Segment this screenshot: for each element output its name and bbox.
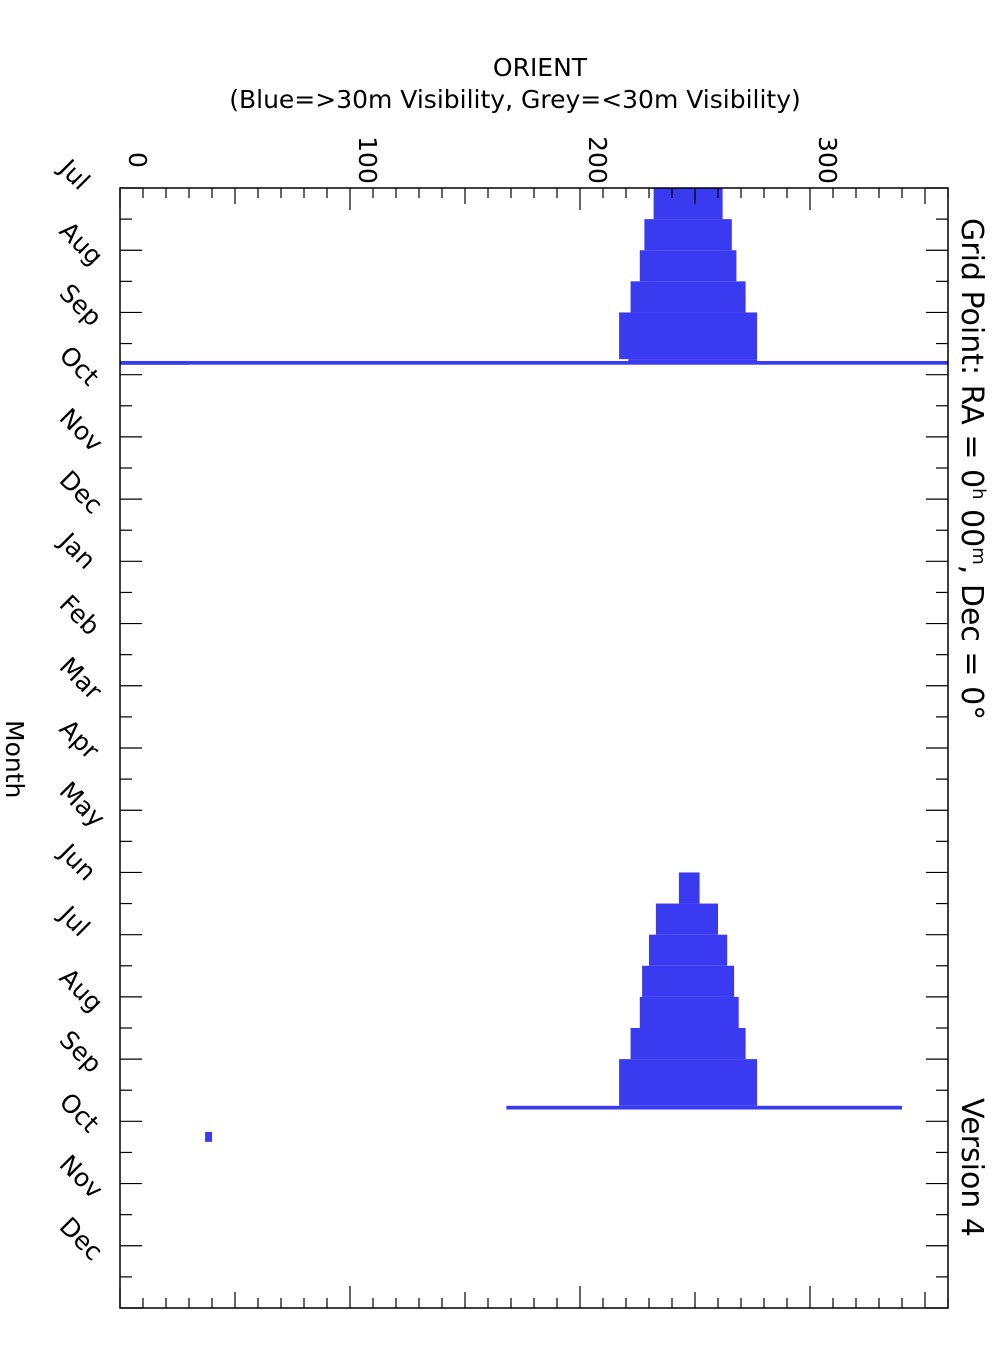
visibility-bar	[120, 360, 948, 365]
version-label: Version 4	[954, 1098, 989, 1237]
visibility-bar	[630, 281, 746, 313]
month-label: Jul	[52, 152, 95, 195]
plot-area	[120, 188, 948, 1142]
grid-point-mid: 00	[954, 500, 989, 548]
month-label: Apr	[54, 714, 106, 766]
visibility-bar	[678, 872, 700, 904]
visibility-bar	[639, 250, 737, 282]
chart-subtitle: (Blue=>30m Visibility, Grey=<30m Visibil…	[229, 85, 801, 114]
visibility-bar	[205, 1131, 212, 1142]
visibility-bar	[644, 219, 732, 251]
visibility-bar	[639, 996, 739, 1028]
visibility-bar	[619, 1059, 758, 1106]
grid-point-m: m	[968, 547, 989, 565]
grid-point-post: , Dec = 0°	[954, 565, 989, 720]
visibility-bar	[120, 360, 189, 365]
visibility-bar	[628, 359, 758, 363]
month-label: Aug	[54, 216, 109, 271]
month-label: Feb	[54, 589, 106, 641]
value-tick-label: 300	[813, 136, 842, 184]
month-label: Oct	[54, 1087, 105, 1138]
month-label: Jan	[52, 526, 101, 575]
time-axis-label: Month	[0, 720, 29, 798]
month-label: Dec	[54, 1212, 109, 1267]
value-tick-label: 100	[353, 136, 382, 184]
month-label: Sep	[54, 278, 108, 332]
visibility-bar	[506, 1105, 902, 1110]
visibility-bar	[655, 903, 718, 935]
month-label: Nov	[54, 403, 109, 458]
visibility-bar	[649, 934, 728, 966]
plot-border	[119, 187, 949, 1309]
plot-frame	[119, 187, 949, 1309]
chart-title: ORIENT	[493, 53, 588, 82]
visibility-bar	[653, 188, 723, 220]
month-label: Mar	[54, 652, 108, 706]
month-label: Nov	[54, 1149, 109, 1204]
month-label: Jun	[52, 837, 102, 887]
month-label: Jul	[52, 899, 95, 942]
visibility-bar	[630, 1028, 746, 1060]
month-label: Dec	[54, 465, 109, 520]
value-tick-label: 0	[123, 152, 152, 168]
month-label: May	[54, 776, 111, 833]
value-tick-label: 200	[583, 136, 612, 184]
visibility-bar	[619, 312, 758, 360]
grid-point-title: Grid Point: RA = 0h 00m, Dec = 0°	[954, 218, 989, 720]
month-label: Oct	[54, 340, 105, 391]
month-label: Aug	[54, 963, 109, 1018]
axis-ticks	[119, 187, 949, 1309]
month-label: Sep	[54, 1025, 108, 1079]
grid-point-pre: Grid Point: RA = 0	[954, 218, 989, 488]
visibility-bar	[642, 965, 735, 997]
grid-point-h: h	[968, 488, 989, 499]
